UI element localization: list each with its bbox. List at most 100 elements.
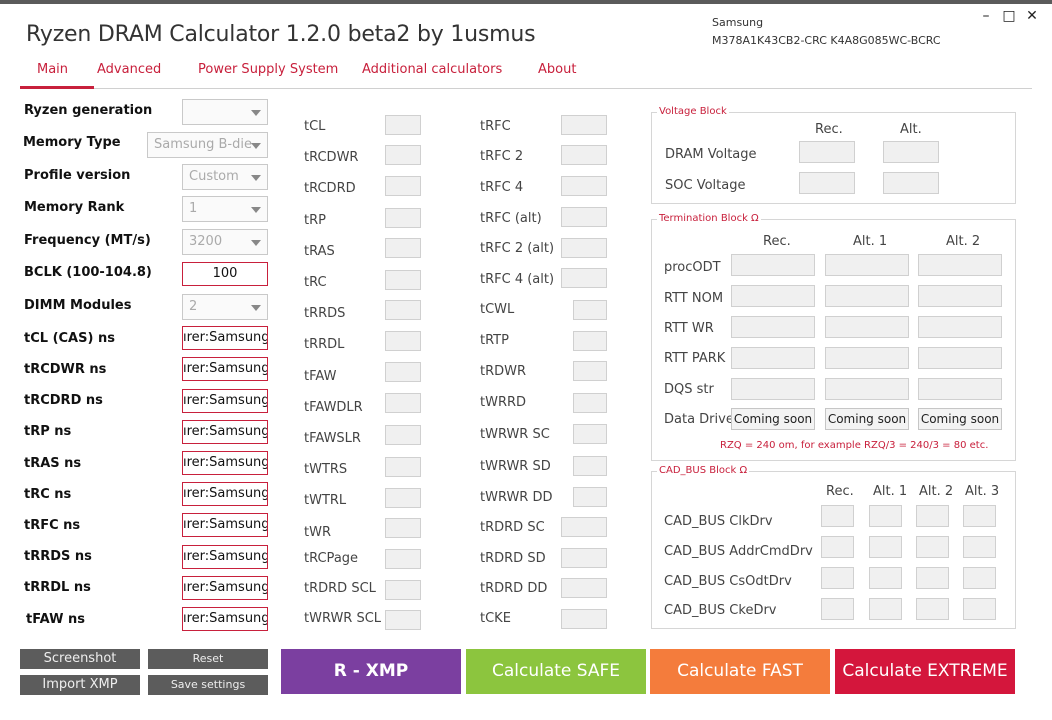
frequency-select[interactable]: 3200 [182,229,268,255]
tfawdlr-field[interactable] [385,393,421,413]
trdrd-sc-field[interactable] [561,517,607,537]
maximize-button[interactable]: □ [1002,8,1016,24]
twtrs-field[interactable] [385,457,421,477]
r-xmp-button[interactable]: R - XMP [281,649,461,694]
tcwl-field[interactable] [573,300,607,320]
cad-bus-clkdrv-alt3-field[interactable] [963,505,996,527]
trfc4-alt-field[interactable] [561,268,607,288]
soc-voltage-rec-field[interactable] [799,172,855,194]
trcpage-field[interactable] [385,549,421,569]
rtt-park-rec-field[interactable] [731,347,815,369]
cad-bus-addrcmddrv-alt3-field[interactable] [963,536,996,558]
rtt-wr-rec-field[interactable] [731,316,815,338]
cad-bus-clkdrv-rec-field[interactable] [821,505,854,527]
trc-field[interactable] [385,270,421,290]
cad-bus-clkdrv-alt1-field[interactable] [869,505,902,527]
twr-field[interactable] [385,518,421,538]
trfc2-alt-field[interactable] [561,238,607,258]
trrds-ns-input[interactable]: ırer:Samsung [182,545,268,569]
trdrd-sd-field[interactable] [561,548,607,568]
twrwr-dd-field[interactable] [573,487,607,507]
trfc-field[interactable] [561,115,607,135]
trcdrd-field[interactable] [385,176,421,196]
rtt-nom-alt1-field[interactable] [825,285,909,307]
procodt-rec-field[interactable] [731,254,815,276]
dimm-modules-select[interactable]: 2 [182,294,268,320]
rtt-wr-alt1-field[interactable] [825,316,909,338]
procodt-alt1-field[interactable] [825,254,909,276]
cad-bus-ckedrv-alt2-field[interactable] [916,598,949,620]
trfc-alt-field[interactable] [561,207,607,227]
trfc-ns-input[interactable]: ırer:Samsung [182,513,268,537]
bclk-input[interactable]: 100 [182,262,268,286]
rtt-nom-alt2-field[interactable] [918,285,1002,307]
trcdrd-ns-input[interactable]: ırer:Samsung [182,389,268,413]
cad-bus-csodtdrv-alt1-field[interactable] [869,567,902,589]
save-settings-button[interactable]: Save settings [148,675,268,695]
dqs-str-alt1-field[interactable] [825,378,909,400]
trp-ns-input[interactable]: ırer:Samsung [182,420,268,444]
trfc2-field[interactable] [561,145,607,165]
cad-bus-ckedrv-alt3-field[interactable] [963,598,996,620]
cad-bus-csodtdrv-rec-field[interactable] [821,567,854,589]
tab-about[interactable]: About [538,62,577,77]
trtp-field[interactable] [573,331,607,351]
memory-rank-select[interactable]: 1 [182,196,268,222]
rtt-nom-rec-field[interactable] [731,285,815,307]
tab-power-supply-system[interactable]: Power Supply System [198,62,339,77]
cad-bus-addrcmddrv-alt2-field[interactable] [916,536,949,558]
reset-button[interactable]: Reset [148,649,268,669]
close-button[interactable]: ✕ [1026,8,1038,24]
cad-bus-clkdrv-alt2-field[interactable] [916,505,949,527]
rtt-park-alt1-field[interactable] [825,347,909,369]
tfaw-ns-input[interactable]: ırer:Samsung [182,607,268,631]
cad-bus-addrcmddrv-alt1-field[interactable] [869,536,902,558]
cad-bus-csodtdrv-alt3-field[interactable] [963,567,996,589]
trp-field[interactable] [385,208,421,228]
dqs-str-alt2-field[interactable] [918,378,1002,400]
tras-ns-input[interactable]: ırer:Samsung [182,451,268,475]
twrwr-sd-field[interactable] [573,456,607,476]
procodt-alt2-field[interactable] [918,254,1002,276]
soc-voltage-alt-field[interactable] [883,172,939,194]
tcl-ns-input[interactable]: ırer:Samsung [182,326,268,350]
twrrd-field[interactable] [573,393,607,413]
rtt-wr-alt2-field[interactable] [918,316,1002,338]
trcdwr-ns-input[interactable]: ırer:Samsung [182,357,268,381]
trdrd-scl-field[interactable] [385,580,421,600]
trrds-field[interactable] [385,300,421,320]
cad-bus-csodtdrv-alt2-field[interactable] [916,567,949,589]
trdwr-field[interactable] [573,361,607,381]
tab-main[interactable]: Main [37,62,69,77]
tcl-field[interactable] [385,115,421,135]
screenshot-button[interactable]: Screenshot [20,649,140,669]
dqs-str-rec-field[interactable] [731,378,815,400]
trrdl-field[interactable] [385,331,421,351]
calculate-fast-button[interactable]: Calculate FAST [650,649,830,694]
calculate-safe-button[interactable]: Calculate SAFE [466,649,646,694]
memory-type-select[interactable]: Samsung B-die [147,132,268,158]
tcke-field[interactable] [561,609,607,629]
minimize-button[interactable]: – [982,8,990,24]
tab-advanced[interactable]: Advanced [97,62,162,77]
trdrd-dd-field[interactable] [561,578,607,598]
trrdl-ns-input[interactable]: ırer:Samsung [182,576,268,600]
trc-ns-input[interactable]: ırer:Samsung [182,482,268,506]
tab-additional-calculators[interactable]: Additional calculators [362,62,503,77]
rtt-park-alt2-field[interactable] [918,347,1002,369]
calculate-extreme-button[interactable]: Calculate EXTREME [835,649,1015,694]
import-xmp-button[interactable]: Import XMP [20,675,140,695]
tfawslr-field[interactable] [385,425,421,445]
twrwr-sc-field[interactable] [573,424,607,444]
dram-voltage-alt-field[interactable] [883,141,939,163]
trfc4-field[interactable] [561,176,607,196]
cad-bus-addrcmddrv-rec-field[interactable] [821,536,854,558]
tfaw-field[interactable] [385,362,421,382]
twrwr-scl-field[interactable] [385,610,421,630]
twtrl-field[interactable] [385,488,421,508]
cad-bus-ckedrv-rec-field[interactable] [821,598,854,620]
profile-version-select[interactable]: Custom [182,164,268,190]
ryzen-generation-select[interactable] [182,99,268,125]
dram-voltage-rec-field[interactable] [799,141,855,163]
cad-bus-ckedrv-alt1-field[interactable] [869,598,902,620]
